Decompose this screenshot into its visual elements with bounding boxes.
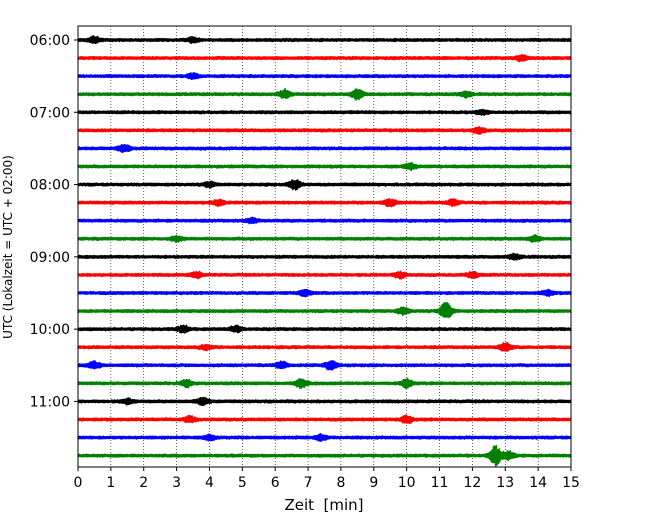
x-tick-label: 13 bbox=[496, 475, 514, 491]
y-axis-title: UTC (Lokalzeit = UTC + 02:00) bbox=[1, 155, 15, 339]
seismic-trace bbox=[77, 53, 572, 63]
x-tick-label: 5 bbox=[238, 475, 247, 491]
x-tick-label: 14 bbox=[529, 475, 547, 491]
seismic-trace bbox=[77, 301, 572, 319]
seismic-trace bbox=[77, 377, 572, 389]
seismic-trace bbox=[77, 179, 572, 191]
seismic-trace bbox=[77, 360, 572, 371]
seismic-trace bbox=[77, 71, 572, 81]
seismic-trace bbox=[77, 270, 572, 280]
y-tick-label: 06:00 bbox=[30, 33, 70, 49]
seismic-trace bbox=[77, 432, 572, 443]
seismic-trace bbox=[77, 126, 572, 135]
seismic-trace bbox=[77, 161, 572, 172]
seismic-traces bbox=[77, 35, 572, 467]
x-tick-label: 11 bbox=[431, 475, 449, 491]
x-tick-label: 3 bbox=[172, 475, 181, 491]
seismic-trace bbox=[77, 396, 572, 407]
plot-frame bbox=[77, 25, 572, 468]
x-axis-title: Zeit [min] bbox=[284, 496, 363, 514]
x-tick-label: 8 bbox=[336, 475, 345, 491]
seismic-trace bbox=[77, 414, 572, 425]
x-tick-label: 4 bbox=[205, 475, 214, 491]
seismic-trace bbox=[77, 35, 572, 45]
seismic-trace bbox=[77, 252, 572, 261]
seismic-trace bbox=[77, 216, 572, 225]
y-tick-label: 08:00 bbox=[30, 178, 70, 194]
seismic-trace bbox=[77, 288, 572, 298]
x-axis-ticks: 0 1 2 3 4 5 6 7 8 9 10 11 12 13 14 15 bbox=[74, 467, 580, 491]
seismic-trace bbox=[77, 198, 572, 208]
x-tick-label: 1 bbox=[106, 475, 115, 491]
x-tick-label: 7 bbox=[304, 475, 313, 491]
seismic-trace bbox=[77, 234, 572, 244]
seismic-trace bbox=[77, 108, 572, 117]
y-tick-label: 10:00 bbox=[30, 322, 70, 338]
y-tick-label: 07:00 bbox=[30, 105, 70, 121]
x-tick-label: 2 bbox=[139, 475, 148, 491]
seismic-trace bbox=[77, 341, 572, 352]
y-tick-label: 11:00 bbox=[30, 394, 70, 410]
seismic-trace bbox=[77, 444, 572, 467]
y-axis-ticks: 06:00 07:00 08:00 09:00 10:00 11:00 bbox=[30, 33, 78, 410]
x-tick-label: 9 bbox=[369, 475, 378, 491]
x-tick-label: 12 bbox=[463, 475, 481, 491]
x-tick-label: 15 bbox=[562, 475, 580, 491]
seismic-trace bbox=[77, 143, 572, 154]
x-tick-label: 6 bbox=[271, 475, 280, 491]
x-tick-label: 10 bbox=[398, 475, 416, 491]
seismic-trace bbox=[77, 87, 572, 101]
x-tick-label: 0 bbox=[74, 475, 83, 491]
seismic-trace bbox=[77, 324, 572, 334]
y-tick-label: 09:00 bbox=[30, 250, 70, 266]
